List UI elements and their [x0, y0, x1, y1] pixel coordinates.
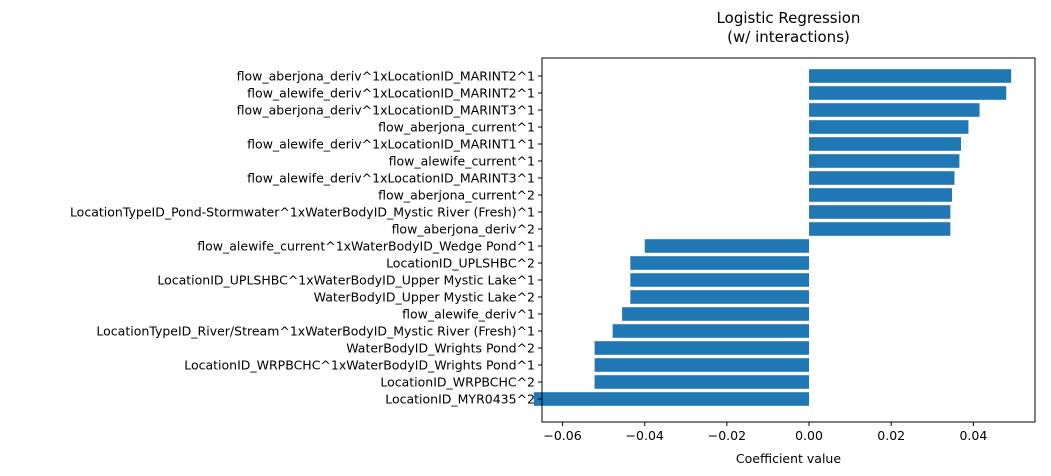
x-axis-label: Coefficient value — [736, 451, 841, 466]
category-label: flow_aberjona_deriv^1xLocationID_MARINT3… — [237, 103, 535, 118]
chart-title-line: (w/ interactions) — [727, 28, 850, 46]
category-label: flow_alewife_deriv^1 — [402, 307, 535, 322]
bar — [809, 120, 969, 134]
category-label: flow_aberjona_current^1 — [378, 120, 535, 135]
bar — [612, 324, 810, 338]
bar — [809, 137, 962, 151]
bar — [809, 86, 1007, 100]
x-tick-label: 0.02 — [877, 428, 905, 443]
axes-frame — [541, 57, 1036, 423]
bar — [809, 188, 953, 202]
category-label: WaterBodyID_Upper Mystic Lake^2 — [314, 290, 535, 305]
x-tick-label: 0.00 — [795, 428, 823, 443]
category-label: LocationID_UPLSHBC^2 — [386, 256, 535, 271]
bar — [630, 256, 810, 270]
bar — [594, 341, 810, 355]
bar — [809, 69, 1012, 83]
bar — [630, 273, 810, 287]
category-label: LocationTypeID_Pond-Stormwater^1xWaterBo… — [70, 205, 535, 220]
bar — [594, 358, 810, 372]
category-label: LocationID_MYR0435^2 — [385, 392, 535, 407]
x-ticks: −0.06 −0.04 −0.02 0.00 0.02 0.04 — [543, 422, 987, 443]
category-label: flow_alewife_deriv^1xLocationID_MARINT1^… — [247, 137, 535, 152]
bar — [622, 307, 810, 321]
bar — [630, 290, 810, 304]
bar — [533, 392, 810, 406]
plot-frame — [541, 57, 1036, 423]
category-labels: flow_aberjona_deriv^1xLocationID_MARINT2… — [70, 69, 542, 407]
category-label: WaterBodyID_Wrights Pond^2 — [346, 341, 535, 356]
bar — [809, 103, 980, 117]
category-label: flow_aberjona_current^2 — [378, 188, 535, 203]
category-label: flow_aberjona_deriv^2 — [392, 222, 535, 237]
bar — [644, 239, 810, 253]
bar — [809, 222, 951, 236]
category-label: flow_alewife_current^1 — [389, 154, 535, 169]
bars-group — [533, 69, 1012, 406]
category-label: flow_alewife_current^1xWaterBodyID_Wedge… — [197, 239, 535, 254]
category-label: flow_alewife_deriv^1xLocationID_MARINT3^… — [247, 171, 535, 186]
chart-title-line: Logistic Regression — [717, 9, 861, 27]
x-tick-label: −0.06 — [543, 428, 581, 443]
category-label: flow_alewife_deriv^1xLocationID_MARINT2^… — [247, 86, 535, 101]
bar — [809, 171, 955, 185]
category-label: LocationID_UPLSHBC^1xWaterBodyID_Upper M… — [157, 273, 535, 288]
category-label: LocationID_WRPBCHC^1xWaterBodyID_Wrights… — [184, 358, 535, 373]
x-tick-label: −0.04 — [626, 428, 664, 443]
x-tick-label: −0.02 — [708, 428, 746, 443]
x-tick-label: 0.04 — [959, 428, 987, 443]
bar — [809, 205, 951, 219]
category-label: flow_aberjona_deriv^1xLocationID_MARINT2… — [237, 69, 535, 84]
bar — [594, 375, 810, 389]
bar — [809, 154, 960, 168]
category-label: LocationTypeID_River/Stream^1xWaterBodyI… — [96, 324, 535, 339]
category-label: LocationID_WRPBCHC^2 — [380, 375, 535, 390]
chart-title: Logistic Regression(w/ interactions) — [717, 9, 861, 46]
